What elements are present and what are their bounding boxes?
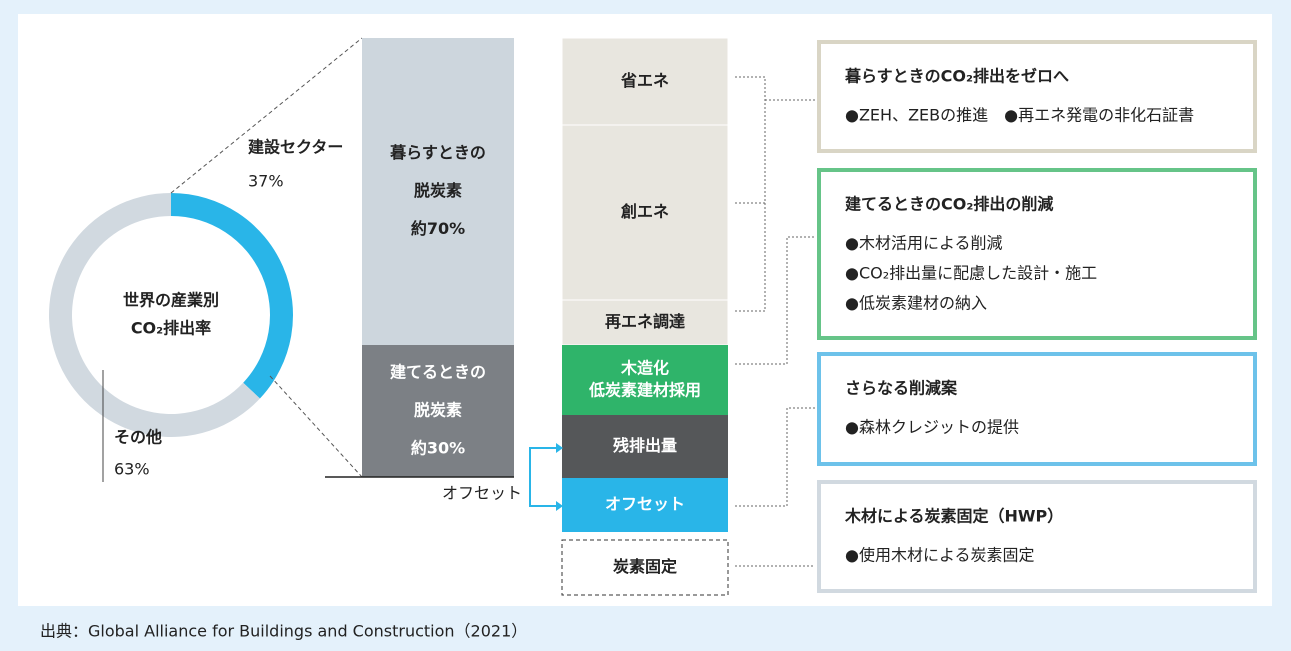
connector — [735, 76, 815, 312]
segment-label: その他 — [114, 428, 162, 447]
decarb-block — [362, 345, 514, 477]
measure-text: 低炭素建材採用 — [588, 381, 701, 400]
decarb-text: 約30% — [411, 439, 465, 458]
connector — [735, 236, 815, 365]
measure-text: オフセット — [605, 495, 685, 514]
measure-block — [562, 345, 728, 415]
donut-title: 世界の産業別 — [123, 291, 219, 310]
decarb-text: 脱炭素 — [414, 181, 462, 200]
arrow — [529, 447, 556, 507]
box-title: 木材による炭素固定（HWP） — [844, 507, 1063, 526]
source: 出典：Global Alliance for Buildings and Con… — [40, 622, 527, 641]
measure-block — [561, 539, 729, 596]
decarb-text: 脱炭素 — [414, 401, 462, 420]
donut-segment — [171, 193, 293, 399]
decarb-text: 建てるときの — [390, 363, 486, 382]
decarb-block — [362, 38, 514, 345]
segment-label: 建設セクター — [248, 138, 343, 157]
connector — [735, 407, 815, 507]
measure-block — [562, 415, 728, 478]
box-title: さらなる削減案 — [845, 379, 958, 398]
measure-text: 残排出量 — [613, 436, 677, 455]
measure-text: 炭素固定 — [613, 557, 677, 576]
info-box — [817, 40, 1257, 153]
info-box — [817, 168, 1257, 340]
measure-text: 省エネ — [620, 71, 669, 90]
arrowhead — [556, 443, 563, 511]
dash — [269, 375, 363, 478]
offset-label: オフセット — [442, 484, 522, 503]
measure-text: 木造化 — [620, 359, 669, 378]
measure-text: 再エネ調達 — [605, 312, 685, 331]
content: 世界の産業別CO₂排出率建設セクター37%その他63%暮らすときの脱炭素約70%… — [48, 37, 1257, 596]
decarb-text: 暮らすときの — [389, 143, 486, 162]
donut-title: CO₂排出率 — [131, 319, 211, 338]
decarb-text: 約70% — [411, 219, 465, 238]
box-item: ●使用木材による炭素固定 — [845, 546, 1034, 565]
info-box — [817, 480, 1257, 593]
box-item: ●CO₂排出量に配慮した設計・施工 — [845, 264, 1097, 283]
segment-value: 37% — [248, 172, 284, 191]
box-item: ●ZEH、ZEBの推進 ●再エネ発電の非化石証書 — [845, 106, 1194, 125]
box-title: 暮らすときのCO₂排出をゼロへ — [844, 67, 1069, 86]
measure-block — [562, 478, 728, 532]
box-title: 建てるときのCO₂排出の削減 — [845, 195, 1053, 214]
dash — [170, 37, 363, 194]
box-item: ●低炭素建材の納入 — [845, 294, 987, 313]
measure-block — [561, 299, 729, 346]
measure-text: 創エネ — [620, 202, 669, 221]
info-box — [817, 352, 1257, 466]
donut-segment — [48, 192, 260, 437]
box-item: ●木材活用による削減 — [845, 234, 1002, 253]
box-item: ●森林クレジットの提供 — [845, 418, 1019, 437]
segment-value: 63% — [114, 460, 150, 479]
